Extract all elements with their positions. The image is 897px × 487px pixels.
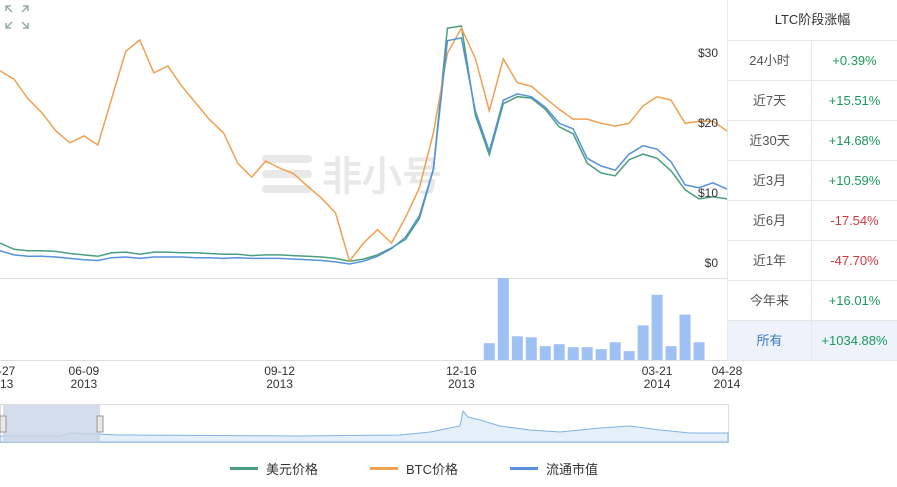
y-tick-label: $10 (698, 186, 718, 200)
legend-item[interactable]: 流通市值 (510, 459, 598, 478)
volume-bar (693, 342, 705, 360)
volume-bar (637, 325, 649, 360)
navigator (0, 404, 729, 443)
table-row[interactable]: 近7天 +15.51% (728, 81, 897, 121)
period-label: 所有 (728, 321, 812, 360)
x-tick-label: 04-28 2014 (711, 364, 743, 391)
volume-bar (483, 343, 495, 360)
series-line (0, 26, 728, 263)
volume-bar (567, 347, 579, 360)
period-change: +1034.88% (821, 333, 888, 348)
period-label: 24小时 (728, 41, 812, 80)
legend-swatch (230, 467, 258, 470)
legend-swatch (370, 467, 398, 470)
table-row[interactable]: 近30天 +14.68% (728, 121, 897, 161)
volume-bar (539, 346, 551, 360)
table-row[interactable]: 近1年 -47.70% (728, 241, 897, 281)
volume-bar (679, 314, 691, 360)
y-tick-label: $30 (698, 46, 718, 60)
period-label: 近1年 (728, 241, 812, 280)
x-tick-label: 06-09 2013 (68, 364, 100, 391)
period-change: +15.51% (828, 93, 881, 108)
period-label: 近7天 (728, 81, 812, 120)
period-change: -17.54% (830, 213, 879, 228)
x-tick-label: 04-27 2013 (0, 364, 16, 391)
series-line (0, 37, 728, 265)
volume-bar (581, 347, 593, 360)
volume-bar (651, 294, 663, 360)
period-label: 今年来 (728, 281, 812, 320)
period-change: +14.68% (828, 133, 881, 148)
volume-bar (595, 349, 607, 360)
period-label: 近30天 (728, 121, 812, 160)
volume-bar (609, 342, 621, 360)
volume-bar (665, 346, 677, 360)
table-title: LTC阶段涨幅 (728, 0, 897, 41)
y-tick-label: $20 (698, 116, 718, 130)
volume-bar (525, 337, 537, 360)
x-tick-label: 12-16 2013 (446, 364, 477, 391)
watermark: 非小号 (262, 155, 442, 199)
x-tick-label: 09-12 2013 (264, 364, 295, 391)
table-row[interactable]: 近3月 +10.59% (728, 161, 897, 201)
legend-label: 流通市值 (546, 462, 599, 477)
expand-icon[interactable] (5, 5, 29, 29)
legend-item[interactable]: 美元价格 (230, 459, 318, 478)
volume-bar (623, 351, 635, 360)
period-label: 近3月 (728, 161, 812, 200)
period-change: -47.70% (830, 253, 879, 268)
legend-label: BTC价格 (406, 462, 459, 477)
period-label: 近6月 (728, 201, 812, 240)
table-row[interactable]: 所有 +1034.88% (728, 321, 897, 361)
change-table: LTC阶段涨幅 24小时 +0.39% 近7天 +15.51% 近30天 +14.68% 近… (727, 0, 897, 361)
table-row[interactable]: 今年来 +16.01% (728, 281, 897, 321)
table-row[interactable]: 24小时 +0.39% (728, 41, 897, 81)
x-tick-label: 03-21 2014 (641, 364, 673, 391)
legend-item[interactable]: BTC价格 (370, 459, 458, 478)
series-line (0, 25, 728, 262)
y-tick-label: $0 (705, 256, 719, 270)
watermark-text: 非小号 (322, 155, 442, 199)
period-change: +16.01% (828, 293, 881, 308)
period-change: +0.39% (832, 53, 877, 68)
legend-swatch (510, 467, 538, 470)
table-row[interactable]: 近6月 -17.54% (728, 201, 897, 241)
volume-bar (553, 344, 565, 360)
period-change: +10.59% (828, 173, 881, 188)
legend-label: 美元价格 (266, 462, 319, 477)
volume-bar (511, 336, 523, 360)
volume-bar (497, 278, 509, 360)
